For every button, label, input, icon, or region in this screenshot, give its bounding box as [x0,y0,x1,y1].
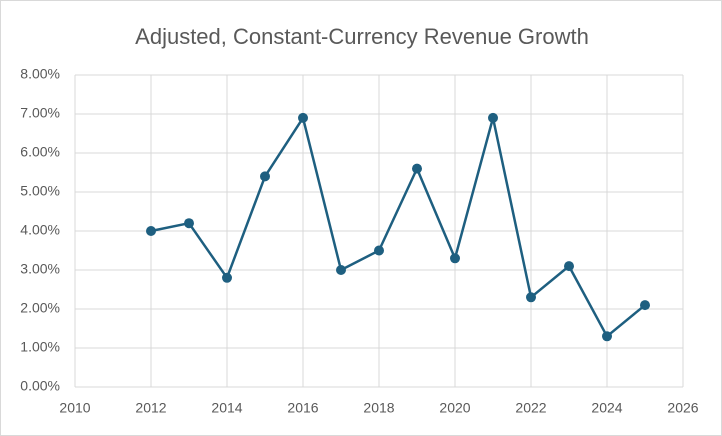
y-tick-label: 6.00% [20,144,60,160]
y-tick-label: 1.00% [20,339,60,355]
x-tick-label: 2024 [591,400,622,416]
chart-title: Adjusted, Constant-Currency Revenue Grow… [135,24,589,49]
data-point [450,253,460,264]
data-point [374,245,384,256]
data-point [602,331,612,342]
x-tick-label: 2026 [667,400,698,416]
x-tick-label: 2018 [363,400,394,416]
data-point [526,292,536,303]
x-tick-label: 2012 [135,400,166,416]
data-point [488,112,498,123]
data-point [640,300,650,311]
y-tick-label: 0.00% [20,378,60,394]
data-point [336,265,346,275]
x-tick-label: 2022 [515,400,546,416]
x-tick-label: 2010 [59,400,90,416]
x-tick-label: 2020 [439,400,470,416]
series-line [150,116,646,338]
y-tick-label: 4.00% [20,222,60,238]
data-point [184,218,194,229]
x-tick-label: 2014 [211,400,242,416]
y-tick-label: 2.00% [20,300,60,316]
data-point [260,171,270,182]
data-point [146,226,156,236]
data-point [412,163,422,174]
data-point [298,112,308,123]
y-tick-label: 5.00% [20,183,60,199]
y-tick-label: 7.00% [20,105,60,121]
data-point [222,272,232,283]
y-tick-label: 3.00% [20,261,60,277]
data-point [564,261,574,272]
x-tick-label: 2016 [287,400,318,416]
y-tick-label: 8.00% [20,66,60,82]
